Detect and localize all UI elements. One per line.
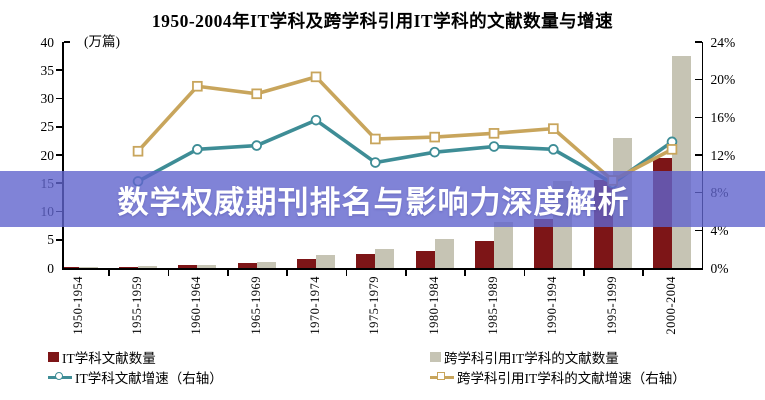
x-axis-category-label: 1960-1964: [189, 276, 204, 335]
chart-title: 1950-2004年IT学科及跨学科引用IT学科的文献数量与增速: [151, 11, 614, 31]
bar-it-count: [119, 266, 139, 268]
left-axis-tick-label: 0: [47, 260, 54, 276]
x-axis-category-label: 1955-1959: [130, 276, 145, 335]
x-axis-line: [62, 268, 704, 270]
legend-item: IT学科文献数量: [48, 348, 156, 366]
x-axis-tick: [523, 269, 526, 276]
right-axis-tick: [695, 116, 702, 119]
cross-growth-line-marker: [370, 133, 381, 145]
bar-it-count: [356, 254, 376, 268]
x-axis-category-label: 1950-1954: [70, 276, 85, 335]
x-axis-category-label: 1995-1999: [604, 276, 619, 335]
promo-banner-text: 数学权威期刊排名与影响力深度解析: [117, 184, 630, 220]
right-axis-tick-label: 0%: [710, 260, 729, 276]
legend-label: IT学科文献数量: [62, 351, 156, 366]
bar-it-count: [534, 218, 554, 268]
it-growth-line-marker: [310, 114, 322, 126]
bar-cross-count: [78, 267, 98, 268]
left-axis-tick-label: 20: [40, 147, 55, 163]
legend-item: 跨学科引用IT学科的文献数量: [430, 348, 619, 366]
it-growth-line-marker: [488, 141, 500, 152]
legend-label: 跨学科引用IT学科的文献数量: [444, 351, 619, 366]
bar-cross-count: [375, 249, 395, 268]
cross-growth-line-marker: [251, 88, 262, 100]
left-axis-tick: [55, 154, 62, 156]
it-growth-line-marker: [548, 144, 559, 155]
x-axis-tick: [286, 269, 288, 276]
left-axis-tick: [55, 238, 62, 241]
bar-cross-count: [256, 262, 276, 268]
right-axis-tick: [695, 154, 702, 156]
legend-line-swatch: [430, 372, 454, 382]
x-axis-tick: [167, 269, 170, 276]
x-axis-tick: [345, 269, 348, 276]
x-axis-tick: [405, 269, 407, 276]
left-axis-unit-label: (万篇): [84, 34, 120, 49]
legend-line-swatch: [48, 372, 72, 382]
it-growth-line-marker: [192, 144, 203, 155]
x-axis-category-label: 1985-1989: [486, 276, 500, 335]
x-axis-category-label: 1970-1974: [308, 276, 323, 335]
left-axis-tick-label: 25: [40, 119, 55, 135]
bar-cross-count: [672, 56, 691, 268]
it-growth-line-marker: [251, 140, 262, 151]
right-axis-tick: [695, 41, 702, 43]
legend-bar-swatch: [48, 352, 59, 362]
x-axis-category-label: 1965-1969: [248, 276, 263, 335]
cross-growth-line: [136, 75, 673, 183]
right-axis-tick-label: 12%: [710, 147, 736, 163]
x-axis-category-label: 1980-1984: [426, 276, 441, 335]
right-axis-tick: [695, 229, 702, 232]
legend-item: 跨学科引用IT学科的文献增速（右轴）: [430, 368, 686, 386]
left-axis-tick: [63, 41, 71, 43]
bar-cross-count: [197, 265, 217, 268]
bar-cross-count: [434, 238, 454, 268]
cross-growth-line-marker: [132, 145, 144, 157]
promo-banner-overlay: 数学权威期刊排名与影响力深度解析: [0, 171, 765, 227]
bar-cross-count: [494, 221, 513, 268]
right-axis-tick: [695, 78, 702, 81]
bar-it-count: [475, 240, 494, 268]
bar-it-count: [415, 251, 435, 268]
cross-growth-line-marker: [429, 131, 440, 143]
left-axis-line: [62, 42, 64, 270]
x-axis-tick: [642, 269, 644, 276]
right-axis-tick-label: 24%: [710, 34, 736, 50]
right-axis-tick-label: 16%: [710, 109, 736, 125]
legend-label: 跨学科引用IT学科的文献增速（右轴）: [457, 371, 686, 386]
left-axis-tick: [55, 125, 62, 128]
cross-growth-line-marker: [310, 71, 322, 83]
legend-item: IT学科文献增速（右轴）: [48, 368, 223, 386]
it-growth-line-marker: [370, 157, 381, 168]
cross-growth-line-marker: [192, 80, 203, 92]
left-axis-tick: [55, 69, 62, 72]
bar-it-count: [297, 258, 317, 268]
bar-it-count: [237, 263, 257, 268]
legend-bar-swatch: [430, 352, 441, 362]
bar-cross-count: [316, 255, 336, 268]
left-axis-tick: [55, 97, 62, 100]
x-axis-category-label: 1975-1979: [367, 276, 382, 335]
x-axis-category-label: 2000-2004: [664, 276, 678, 335]
legend-label: IT学科文献增速（右轴）: [75, 371, 223, 386]
right-axis-line: [701, 42, 704, 270]
right-axis-tick-label: 20%: [710, 72, 736, 88]
left-axis-tick-label: 30: [40, 91, 55, 106]
left-axis-tick-label: 5: [47, 232, 54, 248]
it-growth-line-marker: [429, 146, 440, 158]
left-axis-tick-label: 40: [40, 34, 55, 50]
bar-it-count: [178, 265, 198, 268]
x-axis-tick: [464, 269, 466, 276]
cross-growth-line-marker: [488, 128, 500, 139]
x-axis-tick: [583, 269, 585, 276]
bar-it-count: [63, 267, 79, 268]
x-axis-tick: [227, 269, 229, 276]
x-axis-tick: [108, 269, 110, 276]
cross-growth-line-marker: [548, 123, 559, 134]
x-axis-category-label: 1990-1994: [545, 276, 560, 335]
left-axis-tick-label: 35: [40, 62, 55, 78]
bar-cross-count: [138, 266, 158, 268]
